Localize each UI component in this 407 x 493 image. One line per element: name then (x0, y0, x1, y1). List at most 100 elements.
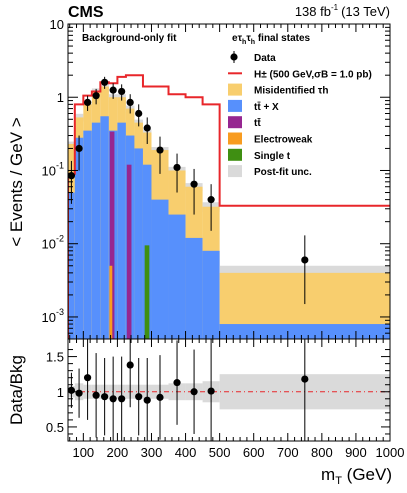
ttx-bar (100, 116, 109, 339)
ratio-y-axis-label: Data/Bkg (7, 355, 26, 425)
ratio-y-tick-label: 0.5 (46, 420, 64, 435)
luminosity-exponent: -1 (331, 3, 339, 12)
main-y-tick-base: 10 (42, 237, 56, 252)
ratio-point (143, 396, 151, 404)
data-point (207, 196, 215, 204)
main-y-tick-base: 10 (42, 163, 56, 178)
ttx-bar (185, 237, 203, 339)
main-y-tick-label: 10-3 (42, 307, 64, 325)
ratio-point (156, 393, 164, 401)
main-y-tick-label: 1 (57, 90, 64, 105)
legend-swatch (228, 132, 242, 145)
ttx-bar (202, 250, 220, 339)
data-point (190, 180, 198, 188)
x-tick-label: 100 (72, 445, 94, 460)
x-axis-label: mT (GeV) (321, 465, 392, 487)
fit-label: Background-only fit (82, 33, 177, 44)
data-point (118, 87, 126, 96)
luminosity-value: 138 fb (295, 4, 331, 19)
ratio-point (68, 386, 76, 394)
data-point (156, 146, 164, 154)
ratio-point (207, 387, 215, 395)
legend-label: Misidentified τh (254, 86, 328, 97)
ratio-point (109, 395, 117, 403)
ratio-point (301, 375, 309, 383)
main-y-tick-base: 1 (57, 90, 64, 105)
ratio-plot-area (68, 339, 390, 441)
ttx-bar (117, 122, 126, 339)
signal-line (68, 74, 390, 339)
ratio-clip-group (68, 339, 390, 441)
legend-label: Electroweak (254, 135, 313, 146)
data-point (109, 86, 117, 94)
legend-swatch (228, 99, 242, 112)
x-tick-label: 200 (107, 445, 129, 460)
data-point (83, 98, 92, 107)
ttx-bar (91, 122, 101, 339)
legend-label: tt̄ (254, 117, 261, 129)
ratio-point (135, 393, 143, 401)
luminosity-label: 138 fb-1 (13 TeV) (295, 3, 390, 19)
main-y-axis-label: < Events / GeV > (7, 117, 26, 247)
legend-swatch (228, 116, 242, 129)
ratio-y-tick-label: 1.5 (46, 350, 64, 365)
data-point (126, 98, 134, 107)
ewk-bar (109, 265, 113, 339)
data-point (135, 109, 143, 118)
singlet-bar (144, 245, 150, 339)
ratio-frame (67, 338, 391, 442)
channel-label: eτhτh final states (232, 33, 311, 46)
main-clip-group (68, 74, 390, 339)
main-y-tick-exponent: -2 (56, 234, 64, 244)
ratio-point (190, 388, 198, 396)
ttx-bar (151, 199, 169, 339)
tt-bar (126, 164, 132, 339)
legend-label: Single t (254, 151, 291, 162)
legend-label: Post-fit unc. (254, 167, 312, 178)
ratio-point (118, 395, 126, 403)
x-tick-label: 1000 (376, 445, 405, 460)
ratio-point (83, 374, 92, 382)
legend-label: H± (500 GeV,σB = 1.0 pb) (254, 69, 372, 80)
ratio-point (101, 393, 109, 401)
data-point (301, 256, 309, 264)
main-y-tick-label: 10-2 (42, 234, 64, 252)
ttx-bar (74, 137, 84, 339)
data-point (92, 92, 100, 100)
experiment-label: CMS (68, 4, 104, 21)
legend-swatch (228, 148, 242, 161)
legend-swatch (228, 83, 242, 96)
x-tick-label: 900 (345, 445, 367, 460)
main-y-tick-exponent: -1 (56, 160, 64, 170)
legend: Data H± (500 GeV,σB = 1.0 pb) Misidentifie… (228, 51, 372, 178)
data-point (173, 163, 181, 172)
ratio-point (75, 389, 83, 397)
x-tick-label: 800 (311, 445, 333, 460)
main-y-tick-label: 10-1 (42, 160, 64, 178)
legend-label: Data (254, 53, 276, 64)
ratio-point (92, 391, 100, 399)
main-y-tick-base: 10 (50, 17, 64, 32)
main-y-tick-label: 10 (50, 17, 64, 32)
ratio-axes: 100 200 300 400 500 600 700 800 900 1000 0.5 1 1.5 (46, 339, 405, 460)
data-point (101, 78, 109, 86)
legend-swatch (228, 165, 242, 178)
ttx-bar (219, 324, 390, 339)
main-y-tick-base: 10 (42, 310, 56, 325)
data-point (75, 144, 83, 153)
data-point (143, 124, 151, 132)
x-tick-label: 700 (277, 445, 299, 460)
x-tick-label: 500 (209, 445, 231, 460)
ttx-bar (134, 148, 143, 339)
ratio-point (126, 361, 134, 369)
main-y-tick-exponent: -3 (56, 307, 64, 317)
ttx-bar (168, 214, 186, 339)
ratio-y-tick-label: 1 (57, 385, 64, 400)
data-point (68, 172, 76, 180)
legend-label: tt̄ + X (254, 101, 279, 113)
tt-bar (109, 131, 115, 339)
x-tick-label: 400 (175, 445, 197, 460)
ttx-bar (83, 130, 92, 339)
